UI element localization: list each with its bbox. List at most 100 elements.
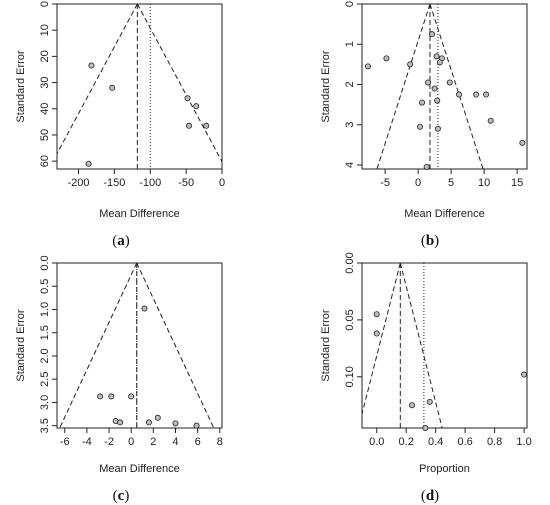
y-tick-label: 40 (39, 103, 51, 115)
study-point (434, 125, 441, 132)
x-axis-label: Proportion (419, 463, 470, 475)
x-tick-label: 0 (128, 436, 134, 448)
panel-caption-letter: d (426, 488, 435, 504)
study-point (373, 330, 380, 337)
x-tick-label: 8 (217, 436, 223, 448)
funnel-left-line (59, 263, 138, 428)
study-point (383, 55, 390, 62)
funnel-left-line (362, 263, 401, 416)
study-point (193, 103, 200, 110)
study-point (407, 61, 414, 68)
funnel-group (376, 4, 484, 169)
study-point (436, 59, 443, 66)
study-point (431, 85, 438, 92)
y-tick-label: 0.10 (344, 366, 356, 387)
study-point (97, 393, 104, 400)
y-axis-label: Standard Error (320, 309, 332, 381)
study-point (193, 422, 200, 429)
y-tick-label: 3 (344, 122, 356, 128)
funnel-right-line (399, 263, 443, 428)
study-point (434, 97, 441, 104)
y-axis-label: Standard Error (15, 309, 27, 381)
study-point (433, 53, 440, 60)
y-tick-label: 1.0 (39, 302, 51, 317)
study-point (154, 414, 161, 421)
funnel-left-line (376, 4, 431, 169)
study-point (108, 393, 115, 400)
x-tick-label: -50 (178, 177, 194, 189)
y-tick-label: 1.5 (39, 325, 51, 340)
y-tick-label: 2.5 (39, 372, 51, 387)
x-tick-label: 1.0 (516, 436, 531, 448)
study-point (141, 305, 148, 312)
funnel-group (362, 263, 443, 428)
study-point (109, 84, 116, 91)
x-tick-label: -6 (60, 436, 70, 448)
y-tick-label: 20 (39, 50, 51, 62)
study-point (473, 91, 480, 98)
x-tick-label: 0.2 (399, 436, 414, 448)
x-tick-label: -200 (68, 177, 90, 189)
x-tick-label: 0.6 (457, 436, 472, 448)
x-tick-label: 10 (478, 177, 490, 189)
funnel-plot-a: -200 -150 -100 -50 0 0 10 20 30 40 50 60 Mean Differ… (15, 1, 225, 249)
y-tick-label: 4 (344, 162, 356, 168)
study-point (409, 402, 416, 409)
y-tick-label: 1 (344, 41, 356, 47)
x-tick-label: 15 (511, 177, 523, 189)
funnel-right-line (136, 263, 215, 428)
funnel-plot-b: -5 0 5 10 15 0 1 2 3 4 Mean Difference Standard Err… (320, 1, 528, 249)
x-tick-label: -2 (104, 436, 114, 448)
y-tick-label: 30 (39, 76, 51, 88)
x-tick-label: -5 (380, 177, 390, 189)
study-point (446, 79, 453, 86)
y-tick-label: 3.5 (39, 418, 51, 433)
x-tick-label: 5 (448, 177, 454, 189)
x-axis-label: Mean Difference (99, 463, 180, 475)
study-point (364, 63, 371, 70)
study-point (423, 163, 430, 170)
x-tick-label: 0.8 (487, 436, 502, 448)
funnel-left-line (57, 4, 138, 155)
plot-frame (56, 262, 223, 429)
y-tick-label: 0.00 (344, 252, 356, 273)
x-tick-label: -150 (103, 177, 125, 189)
funnel-right-line (136, 4, 222, 163)
x-tick-label: -100 (139, 177, 161, 189)
plot-frame (361, 262, 528, 429)
x-tick-label: -4 (82, 436, 92, 448)
study-point (373, 311, 380, 318)
study-point (519, 139, 526, 146)
panel-caption: (d) (421, 488, 439, 504)
y-tick-label: 0.05 (344, 309, 356, 330)
x-axis-label: Mean Difference (404, 208, 485, 220)
y-tick-label: 0.0 (39, 255, 51, 270)
y-tick-label: 60 (39, 155, 51, 167)
study-point (117, 419, 124, 426)
x-tick-label: 0.4 (428, 436, 443, 448)
panel-caption: (c) (113, 488, 130, 504)
panel-caption-letter: c (118, 488, 125, 504)
funnel-group (59, 263, 215, 428)
y-axis-label: Standard Error (320, 50, 332, 122)
plot-frame (361, 3, 528, 170)
panel-caption: (a) (112, 233, 130, 249)
study-point (145, 419, 152, 426)
panel-caption-letter: a (117, 233, 125, 249)
study-point (417, 123, 424, 130)
study-point (428, 31, 435, 38)
x-tick-label: 4 (172, 436, 178, 448)
funnel-plot-d: 0.0 0.2 0.4 0.6 0.8 1.0 0.00 0.05 0.10 Proportion… (320, 252, 532, 504)
x-axis-label: Mean Difference (99, 208, 180, 220)
study-point (88, 62, 95, 69)
y-tick-label: 2.0 (39, 348, 51, 363)
x-tick-label: 0 (219, 177, 225, 189)
study-point (487, 117, 494, 124)
y-tick-label: 10 (39, 24, 51, 36)
y-tick-label: 3.0 (39, 395, 51, 410)
study-point (128, 393, 135, 400)
y-tick-label: 2 (344, 81, 356, 87)
study-point (203, 122, 210, 129)
study-point (426, 398, 433, 405)
y-tick-label: 50 (39, 129, 51, 141)
